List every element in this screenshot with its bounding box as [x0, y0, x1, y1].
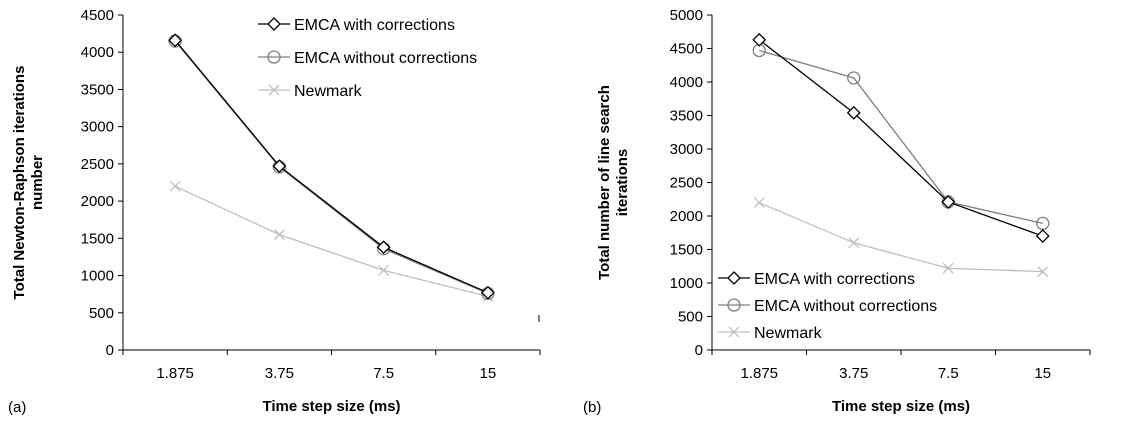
- series-circle: [752, 43, 1050, 231]
- y-axis-title-line: iterations: [614, 149, 631, 217]
- x-tick-label: 15: [480, 365, 497, 382]
- x-tick-label: 1.875: [156, 365, 194, 382]
- legend-marker: [267, 50, 281, 64]
- legend-entry: EMCA without corrections: [754, 298, 937, 315]
- series-line: [174, 39, 489, 294]
- x-axis-title: Time step size (ms): [262, 398, 400, 415]
- y-tick-label: 1500: [670, 242, 703, 259]
- y-tick-label: 4500: [670, 41, 703, 58]
- data-point-stroke-2: [942, 262, 954, 274]
- series-line: [174, 185, 489, 298]
- legend-marker-stroke-2: [268, 84, 280, 96]
- legend-entry: Newmark: [754, 325, 823, 342]
- data-point: [480, 285, 495, 300]
- data-point: [848, 237, 860, 249]
- series-line: [174, 40, 489, 295]
- y-tick-label: 2500: [670, 175, 703, 192]
- x-tick-label: 3.75: [265, 365, 294, 382]
- data-point-stroke-2: [753, 197, 765, 209]
- x-tick-label: 7.5: [938, 365, 959, 382]
- legend-entry: EMCA with corrections: [294, 17, 455, 34]
- y-tick-label: 1000: [81, 268, 114, 285]
- series-diamond: [752, 32, 1050, 244]
- y-tick-label: 4500: [81, 7, 114, 24]
- data-point-stroke-2: [169, 180, 181, 192]
- y-tick-label: 2500: [81, 156, 114, 173]
- y-tick-label: 3000: [670, 141, 703, 158]
- legend-entry: EMCA with corrections: [754, 271, 915, 288]
- y-tick-label: 1000: [670, 275, 703, 292]
- data-point: [168, 33, 183, 48]
- y-axis-title-line: number: [29, 155, 46, 210]
- y-axis-title: Total Newton-Raphson iterationsnumber: [11, 66, 46, 300]
- legend: EMCA with corrections EMCA without correc…: [258, 17, 477, 100]
- series-circle: [168, 34, 495, 301]
- y-tick-label: 3500: [670, 108, 703, 125]
- data-point: [846, 105, 861, 120]
- series-line: [758, 202, 1043, 273]
- data-point: [753, 197, 765, 209]
- legend-marker-stroke-2: [728, 326, 740, 338]
- data-point: [752, 32, 767, 47]
- data-point: [847, 71, 861, 85]
- data-point-stroke-2: [848, 237, 860, 249]
- data-point: [378, 264, 390, 276]
- legend: EMCA with corrections EMCA without correc…: [718, 271, 937, 342]
- chart-panel-2: 0 500 1000 1500 2000 2500 3000 3500 4000 4500 5000…: [583, 7, 1091, 416]
- data-point: [272, 159, 287, 174]
- y-tick-label: 0: [695, 342, 703, 359]
- data-point: [273, 229, 285, 241]
- y-tick-label: 2000: [81, 193, 114, 210]
- x-axis-title: Time step size (ms): [832, 398, 970, 415]
- legend-entry: Newmark: [294, 83, 363, 100]
- x-tick-label: 3.75: [839, 365, 868, 382]
- data-point: [169, 180, 181, 192]
- series-x: [753, 197, 1049, 278]
- legend-marker: [727, 298, 741, 312]
- data-point: [942, 262, 954, 274]
- y-axis-title-line: Total number of line search: [596, 85, 613, 280]
- y-tick-label: 0: [106, 342, 114, 359]
- data-point: [376, 240, 391, 255]
- y-axis-title: Total number of line searchiterations: [596, 85, 631, 280]
- y-tick-label: 4000: [81, 44, 114, 61]
- y-axis-title-line: Total Newton-Raphson iterations: [11, 66, 28, 300]
- y-tick-label: 500: [89, 305, 114, 322]
- x-tick-label: 7.5: [373, 365, 394, 382]
- y-tick-label: 3000: [81, 119, 114, 136]
- panel-label: (b): [583, 399, 601, 416]
- data-point: [1037, 266, 1049, 278]
- y-tick-label: 5000: [670, 7, 703, 24]
- y-tick-label: 4000: [670, 74, 703, 91]
- data-point: [1035, 229, 1050, 244]
- legend-marker: [728, 326, 740, 338]
- y-tick-label: 1500: [81, 230, 114, 247]
- chart-panel-1: 0 500 1000 1500 2000 2500 3000 3500 4000 4500 1.87…: [8, 7, 541, 416]
- legend-marker: [267, 17, 281, 31]
- y-tick-label: 500: [678, 309, 703, 326]
- x-tick-label: 15: [1034, 365, 1051, 382]
- series-line: [759, 49, 1043, 225]
- data-point-stroke-2: [378, 264, 390, 276]
- series-x: [169, 180, 494, 302]
- x-tick-label: 1.875: [740, 365, 778, 382]
- y-tick-label: 2000: [670, 208, 703, 225]
- legend-entry: EMCA without corrections: [294, 50, 477, 67]
- series-line: [758, 39, 1043, 237]
- legend-marker: [268, 84, 280, 96]
- y-tick-label: 3500: [81, 81, 114, 98]
- data-point: [941, 195, 956, 209]
- series-diamond: [168, 33, 495, 300]
- panel-label: (a): [8, 399, 26, 416]
- data-point-stroke-2: [1037, 266, 1049, 278]
- data-point-stroke-2: [273, 229, 285, 241]
- legend-marker: [727, 271, 741, 285]
